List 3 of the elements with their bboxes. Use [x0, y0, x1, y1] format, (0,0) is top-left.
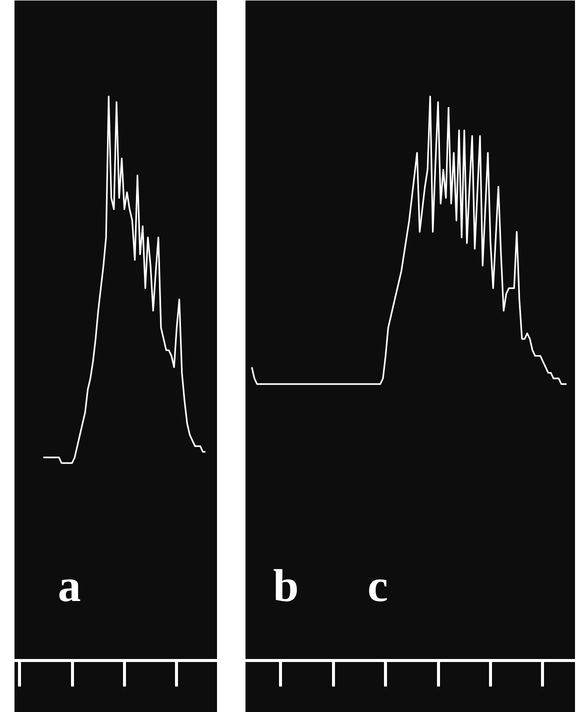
annotation: c	[368, 560, 388, 611]
annotation: a	[58, 560, 81, 611]
annotation: b	[273, 560, 299, 611]
